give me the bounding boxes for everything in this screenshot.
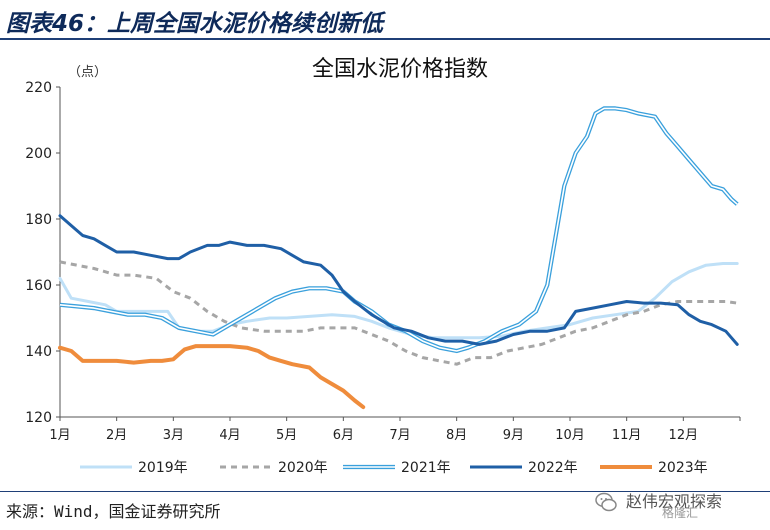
y-tick-label: 140 xyxy=(25,344,52,360)
x-tick-label: 3月 xyxy=(163,428,184,443)
wechat-icon xyxy=(595,492,617,512)
y-axis-unit-label: （点） xyxy=(68,65,107,80)
x-tick-label: 7月 xyxy=(389,428,410,443)
series-line-2021年-inner xyxy=(59,107,738,352)
header-divider xyxy=(0,38,770,40)
footer-divider xyxy=(0,491,770,492)
series-line-2020年 xyxy=(59,260,738,366)
y-tick-label: 220 xyxy=(25,80,52,96)
chart-title: 全国水泥价格指数 xyxy=(312,57,488,82)
y-tick-label: 200 xyxy=(25,146,52,162)
header-bar: 图表46：上周全国水泥价格续创新低 xyxy=(0,0,770,40)
y-tick-label: 160 xyxy=(25,278,52,294)
legend-label: 2020年 xyxy=(278,460,328,476)
watermark-account: 赵伟宏观探索 xyxy=(626,492,723,511)
legend-label: 2023年 xyxy=(658,460,708,476)
legend-label: 2019年 xyxy=(138,460,188,476)
y-tick-label: 120 xyxy=(25,410,52,426)
y-tick-label: 180 xyxy=(25,212,52,228)
legend-label: 2022年 xyxy=(528,460,578,476)
x-tick-label: 5月 xyxy=(276,428,297,443)
x-tick-label: 11月 xyxy=(612,428,642,443)
watermark-brand: 格隆汇 xyxy=(662,506,699,520)
series-line-2023年 xyxy=(58,344,366,410)
x-tick-label: 6月 xyxy=(333,428,354,443)
x-tick-label: 1月 xyxy=(49,428,70,443)
chart-container: 全国水泥价格指数 （点） 120 140 160 180 200 220 1月 2月 3月 4月 5月 6… xyxy=(0,42,770,490)
legend-label: 2021年 xyxy=(401,460,451,476)
series-line-2021年 xyxy=(59,106,739,354)
x-tick-label: 10月 xyxy=(555,428,585,443)
x-tick-label: 2月 xyxy=(106,428,127,443)
x-tick-label: 9月 xyxy=(503,428,524,443)
x-tick-label: 4月 xyxy=(219,428,240,443)
series-line-2022年 xyxy=(58,214,739,346)
x-tick-label: 8月 xyxy=(446,428,467,443)
source-note: 来源：Wind，国金证券研究所 xyxy=(6,502,221,521)
figure-title: 图表46：上周全国水泥价格续创新低 xyxy=(6,11,384,37)
line-chart: 全国水泥价格指数 （点） 120 140 160 180 200 220 1月 2月 3月 4月 5月 6… xyxy=(25,57,741,476)
x-tick-label: 12月 xyxy=(669,428,699,443)
watermark: 赵伟宏观探索 格隆汇 xyxy=(590,486,760,520)
